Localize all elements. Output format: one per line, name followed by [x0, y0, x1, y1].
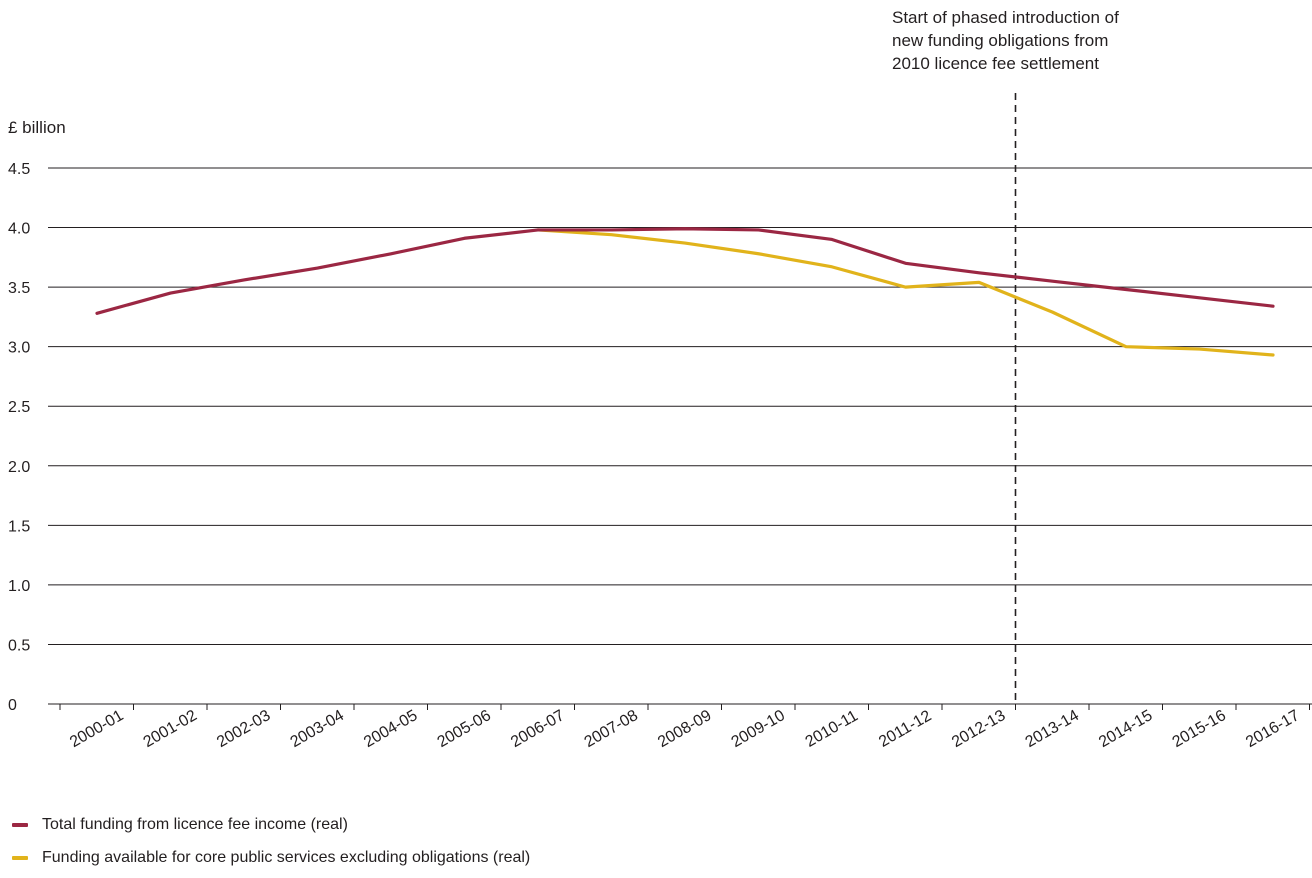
y-tick-label: 1.0: [8, 578, 30, 595]
legend-item-total: Total funding from licence fee income (r…: [12, 812, 530, 838]
y-tick-label: 3.0: [8, 340, 30, 357]
x-axis-ticks: 2000-01 2001-02 2002-03 2003-04 2004-05 2005-…: [67, 707, 1302, 751]
x-tick-label: 2014-15: [1096, 707, 1155, 751]
series-line-total: [95, 227, 1275, 315]
x-tick-label: 2002-03: [214, 707, 273, 751]
y-tick-label: 1.5: [8, 518, 30, 535]
annotation-line-3: 2010 licence fee settlement: [892, 54, 1099, 73]
x-axis: [48, 703, 1312, 710]
y-tick-label: 2.5: [8, 399, 30, 416]
annotation-line-2: new funding obligations from: [892, 31, 1109, 50]
legend-label-core: Funding available for core public servic…: [42, 849, 531, 866]
line-chart: 0 0.5 1.0 1.5 2.0 2.5 3.0 3.5 4.0 4.5 2000-01 2001…: [8, 93, 1312, 751]
x-tick-label: 2016-17: [1243, 707, 1302, 751]
y-tick-label: 0.5: [8, 637, 30, 654]
x-tick-label: 2000-01: [67, 707, 126, 751]
annotation-text: Start of phased introduction of new fund…: [892, 6, 1222, 75]
x-tick-label: 2006-07: [508, 707, 567, 751]
x-tick-label: 2008-09: [655, 707, 714, 751]
x-tick-label: 2007-08: [582, 707, 641, 751]
annotation-line-1: Start of phased introduction of: [892, 8, 1119, 27]
x-tick-label: 2001-02: [141, 707, 200, 751]
x-tick-label: 2011-12: [876, 707, 934, 751]
legend: Total funding from licence fee income (r…: [12, 812, 530, 878]
legend-swatch-core: [12, 856, 28, 860]
legend-label-total: Total funding from licence fee income (r…: [42, 816, 348, 833]
gridlines: [48, 167, 1312, 645]
y-tick-label: 4.5: [8, 161, 30, 178]
y-axis-ticks: 0 0.5 1.0 1.5 2.0 2.5 3.0 3.5 4.0 4.5: [8, 161, 30, 714]
y-axis-label: £ billion: [8, 118, 66, 137]
x-tick-label: 2012-13: [949, 707, 1008, 751]
legend-item-core: Funding available for core public servic…: [12, 845, 530, 871]
x-tick-label: 2013-14: [1023, 707, 1082, 751]
x-tick-label: 2015-16: [1170, 707, 1229, 751]
legend-swatch-total: [12, 823, 28, 827]
x-tick-label: 2009-10: [729, 707, 788, 751]
x-tick-label: 2004-05: [361, 707, 420, 751]
y-tick-label: 3.5: [8, 280, 30, 297]
series-lines: [95, 227, 1275, 357]
x-tick-label: 2005-06: [435, 707, 494, 751]
x-tick-label: 2010-11: [803, 707, 861, 751]
y-tick-label: 0: [8, 697, 17, 714]
y-tick-label: 2.0: [8, 459, 30, 476]
x-tick-label: 2003-04: [288, 707, 347, 751]
y-tick-label: 4.0: [8, 221, 30, 238]
series-line-core: [536, 228, 1275, 357]
